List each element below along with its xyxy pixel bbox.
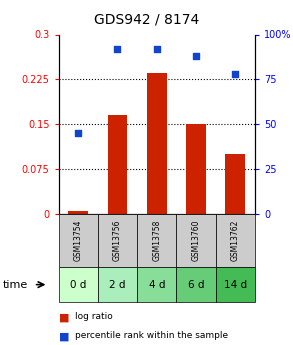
Text: GSM13756: GSM13756 [113, 220, 122, 262]
Bar [226, 154, 245, 214]
Text: GSM13762: GSM13762 [231, 220, 240, 261]
Text: GSM13760: GSM13760 [192, 220, 200, 262]
Text: GSM13758: GSM13758 [152, 220, 161, 261]
Text: ■: ■ [59, 312, 69, 322]
Text: GDS942 / 8174: GDS942 / 8174 [94, 12, 199, 26]
Bar [186, 124, 206, 214]
Bar [108, 115, 127, 214]
Point [115, 46, 120, 52]
Text: 6 d: 6 d [188, 280, 204, 289]
Bar [68, 211, 88, 214]
Text: time: time [3, 280, 28, 289]
Text: 14 d: 14 d [224, 280, 247, 289]
Text: 4 d: 4 d [149, 280, 165, 289]
Point [194, 53, 198, 59]
Text: ■: ■ [59, 331, 69, 341]
Point [233, 71, 238, 77]
Bar [147, 73, 166, 214]
Text: percentile rank within the sample: percentile rank within the sample [75, 331, 228, 340]
Point [154, 46, 159, 52]
Text: log ratio: log ratio [75, 312, 113, 321]
Text: 0 d: 0 d [70, 280, 86, 289]
Text: 2 d: 2 d [109, 280, 126, 289]
Text: GSM13754: GSM13754 [74, 220, 83, 262]
Point [76, 130, 81, 136]
